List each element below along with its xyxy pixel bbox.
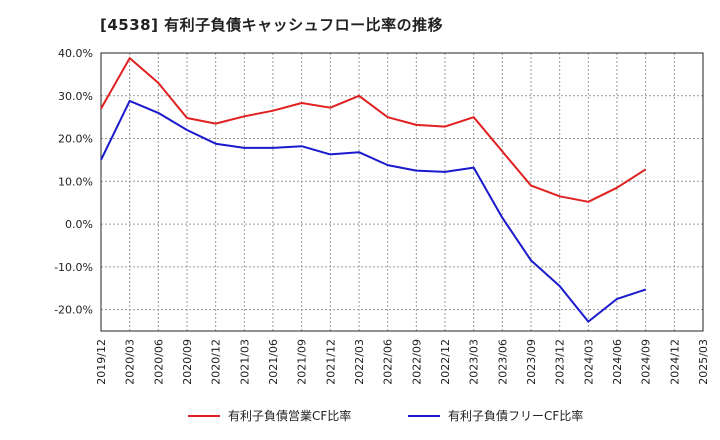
y-axis-tick-labels: 40.0% 30.0% 20.0% 10.0% 0.0% -10.0% -20.0% <box>54 47 93 317</box>
x-tick-label: 2021/09 <box>296 339 309 385</box>
x-tick-label: 2020/09 <box>181 339 194 385</box>
x-tick-label: 2023/12 <box>554 339 567 385</box>
grid-lines <box>101 52 703 331</box>
legend-label: 有利子負債営業CF比率 <box>228 408 351 423</box>
x-tick-label: 2021/12 <box>324 339 337 385</box>
x-tick-label: 2021/03 <box>238 339 251 385</box>
plot-frame <box>100 52 704 332</box>
series-lines <box>100 57 647 323</box>
x-tick-label: 2019/12 <box>95 339 108 385</box>
x-tick-label: 2023/03 <box>468 339 481 385</box>
x-tick-label: 2024/09 <box>640 339 653 385</box>
x-tick-label: 2022/12 <box>439 339 452 385</box>
x-tick-label: 2022/09 <box>410 339 423 385</box>
y-tick-label: 10.0% <box>58 175 93 188</box>
y-tick-label: 30.0% <box>58 90 93 103</box>
legend-label: 有利子負債フリーCF比率 <box>448 408 583 423</box>
x-axis-tick-labels: 2019/12 2020/03 2020/06 2020/09 2020/12 2021/… <box>95 339 710 385</box>
x-tick-label: 2021/06 <box>267 339 280 385</box>
y-tick-label: 0.0% <box>65 218 93 231</box>
y-tick-label: -10.0% <box>54 261 93 274</box>
x-tick-label: 2023/06 <box>496 339 509 385</box>
x-tick-label: 2020/12 <box>210 339 223 385</box>
y-tick-label: 20.0% <box>58 133 93 146</box>
x-tick-label: 2022/06 <box>382 339 395 385</box>
x-tick-label: 2022/03 <box>353 339 366 385</box>
y-tick-label: -20.0% <box>54 304 93 317</box>
x-tick-label: 2020/06 <box>152 339 165 385</box>
x-tick-label: 2020/03 <box>124 339 137 385</box>
x-tick-label: 2024/03 <box>582 339 595 385</box>
series-line <box>100 99 647 323</box>
x-tick-label: 2024/12 <box>668 339 681 385</box>
legend: 有利子負債営業CF比率 有利子負債フリーCF比率 <box>188 408 583 423</box>
x-tick-label: 2023/09 <box>525 339 538 385</box>
y-tick-label: 40.0% <box>58 47 93 60</box>
x-tick-label: 2024/06 <box>611 339 624 385</box>
series-line <box>100 57 647 203</box>
chart-title: [4538] 有利子負債キャッシュフロー比率の推移 <box>100 16 444 34</box>
x-tick-label: 2025/03 <box>697 339 710 385</box>
